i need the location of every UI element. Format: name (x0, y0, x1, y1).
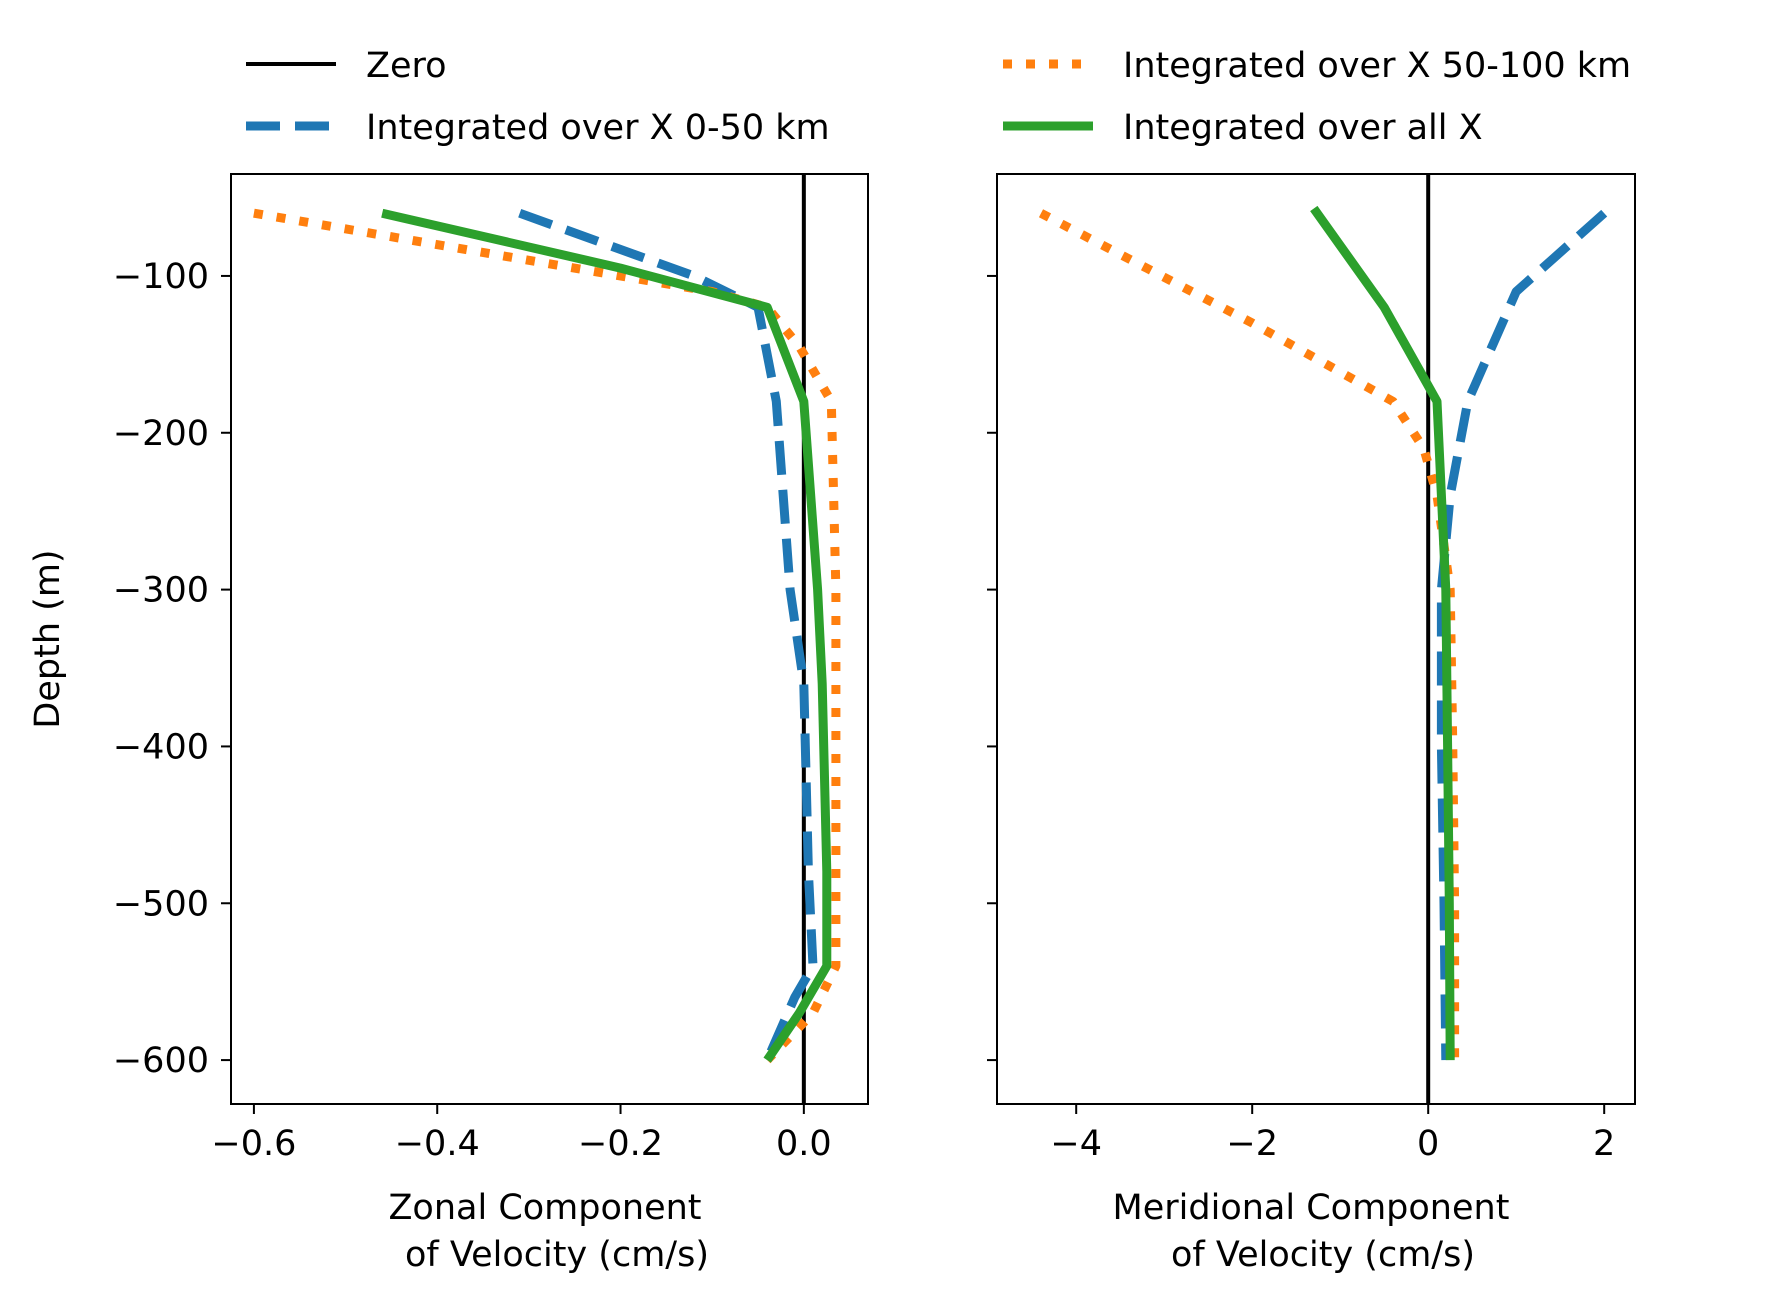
meridional-x-tick-label: −2 (1226, 1124, 1278, 1164)
meridional-x-label-line1: Meridional Component (1113, 1188, 1510, 1228)
meridional-series-x-50-100-line (1038, 209, 1460, 1061)
legend-label-zero: Zero (366, 46, 447, 86)
zonal-y-tick-label: −500 (113, 884, 209, 924)
zonal-y-tick-label: −300 (113, 571, 209, 611)
zonal-x-label-line2: of Velocity (cm/s) (405, 1235, 709, 1275)
zonal-axes-frame (230, 173, 869, 1105)
zonal-series-all-x-line (381, 208, 832, 1063)
zonal-x-tick-label: −0.4 (395, 1124, 480, 1164)
meridional-x-tick-label: 2 (1593, 1124, 1615, 1164)
meridional-x-tick-label: 0 (1417, 1124, 1439, 1164)
meridional-y-ticks (987, 274, 997, 1062)
legend-label-x-50-100: Integrated over X 50-100 km (1123, 46, 1631, 86)
zonal-y-label: Depth (m) (28, 549, 68, 728)
zonal-series-layer (253, 174, 841, 1104)
zonal-velocity-panel: −0.6 −0.4 −0.2 0.0 −100 −200 −300 −400 −500 −600… (28, 173, 869, 1275)
meridional-x-ticks: −4 −2 0 2 (1050, 1104, 1615, 1164)
meridional-x-label-line2: of Velocity (cm/s) (1171, 1235, 1475, 1275)
legend-label-all-x: Integrated over all X (1123, 108, 1483, 148)
zonal-y-tick-label: −200 (113, 414, 209, 454)
zonal-series-x-50-100-line (253, 208, 841, 1064)
zonal-x-tick-label: −0.2 (578, 1124, 663, 1164)
meridional-velocity-panel: −4 −2 0 2 Meridional Component of Velocity … (987, 173, 1636, 1275)
zonal-y-tick-label: −100 (113, 257, 209, 297)
legend-label-x-0-50: Integrated over X 0-50 km (366, 108, 830, 148)
legend: Zero Integrated over X 0-50 km Integrate… (246, 46, 1631, 148)
zonal-series-x-0-50-line (518, 208, 818, 1062)
zonal-x-ticks: −0.6 −0.4 −0.2 0.0 (211, 1104, 832, 1164)
zonal-x-tick-label: −0.6 (211, 1124, 296, 1164)
meridional-series-x-0-50-line (1436, 209, 1608, 1061)
zonal-y-tick-label: −600 (113, 1041, 209, 1081)
meridional-axes-frame (996, 173, 1636, 1105)
zonal-x-tick-label: 0.0 (776, 1124, 832, 1164)
meridional-x-tick-label: −4 (1050, 1124, 1102, 1164)
zonal-y-ticks: −100 −200 −300 −400 −500 −600 (113, 257, 231, 1081)
meridional-series-all-x-line (1310, 205, 1455, 1061)
zonal-x-label-line1: Zonal Component (388, 1188, 701, 1228)
zonal-y-tick-label: −400 (113, 727, 209, 767)
meridional-series-layer (1038, 174, 1608, 1104)
